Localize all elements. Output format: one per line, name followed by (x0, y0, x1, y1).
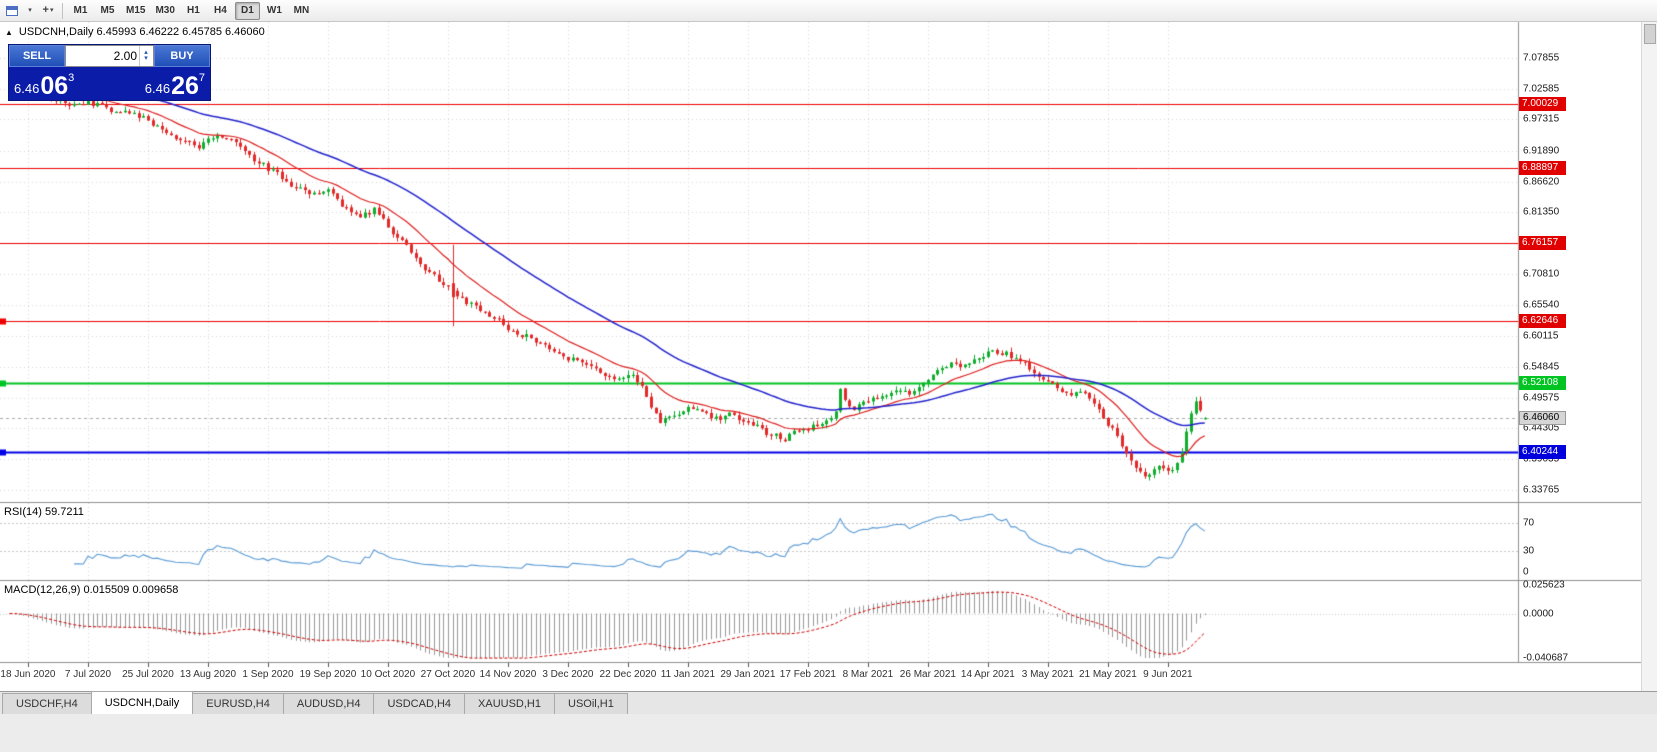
timeframe-h4[interactable]: H4 (214, 5, 227, 16)
macd-name: MACD(12,26,9) (4, 584, 81, 596)
timeframe-m5[interactable]: M5 (100, 5, 115, 16)
date-axis-label: 19 Sep 2020 (299, 669, 357, 680)
macd-label: MACD(12,26,9) 0.015509 0.009658 (4, 584, 178, 596)
date-axis-label: 25 Jul 2020 (122, 669, 174, 680)
chart-title-row: ▲ USDCNH,Daily 6.45993 6.46222 6.45785 6… (5, 26, 265, 38)
volume-spinner[interactable]: ▴ ▾ (139, 46, 152, 66)
timeframe-m1[interactable]: M1 (73, 5, 88, 16)
macd-main-value: 0.015509 (83, 584, 130, 596)
crosshair-icon: + (42, 4, 49, 16)
timeframe-d1[interactable]: D1 (234, 1, 260, 20)
chart-title: USDCNH,Daily 6.45993 6.46222 6.45785 6.4… (18, 26, 265, 38)
toolbar: ▾ + ▾ M1 M5 M15 M30 H1 H4 D1 W1 MN (0, 0, 1657, 22)
volume-field[interactable]: 2.00 ▴ ▾ (65, 45, 154, 67)
buy-price[interactable]: 6.46 26 7 (110, 67, 211, 100)
date-axis-label: 26 Mar 2021 (899, 669, 956, 680)
scrollbar-thumb[interactable] (1644, 24, 1656, 44)
status-area (0, 714, 1657, 752)
sell-price[interactable]: 6.46 06 3 (9, 67, 110, 100)
date-axis-label: 3 May 2021 (1021, 669, 1075, 680)
date-axis: 18 Jun 2020 7 Jul 2020 25 Jul 2020 13 Aug 2… (0, 663, 1518, 691)
spinner-up-icon[interactable]: ▴ (144, 49, 148, 56)
date-axis-label: 22 Dec 2020 (599, 669, 657, 680)
sell-price-big: 06 (40, 71, 69, 100)
buy-price-base: 6.46 (144, 81, 171, 96)
chart-tab-xauusd-h1[interactable]: XAUUSD,H1 (464, 693, 555, 714)
date-axis-label: 13 Aug 2020 (179, 669, 237, 680)
date-axis-label: 10 Oct 2020 (360, 669, 416, 680)
date-axis-label: 14 Apr 2021 (960, 669, 1015, 680)
toolbar-separator (62, 2, 63, 19)
chart-tab-usdcad-h4[interactable]: USDCAD,H4 (373, 693, 466, 714)
date-axis-label: 7 Jul 2020 (64, 669, 112, 680)
chevron-down-icon: ▾ (28, 7, 32, 14)
one-click-collapse-icon[interactable]: ▲ (5, 27, 13, 37)
macd-signal-value: 0.009658 (132, 584, 179, 596)
timeframe-mn[interactable]: MN (293, 5, 310, 16)
chart-tab-audusd-h4[interactable]: AUDUSD,H4 (282, 693, 375, 714)
sell-button[interactable]: SELL (9, 45, 65, 67)
date-axis-label: 3 Dec 2020 (542, 669, 594, 680)
buy-button[interactable]: BUY (154, 45, 210, 67)
vertical-scrollbar[interactable] (1641, 22, 1657, 691)
volume-value: 2.00 (113, 49, 137, 63)
rsi-value: 59.7211 (44, 506, 84, 518)
buy-price-big: 26 (171, 71, 199, 100)
date-axis-label: 1 Sep 2020 (242, 669, 294, 680)
date-axis-label: 29 Jan 2021 (720, 669, 776, 680)
date-axis-label: 8 Mar 2021 (842, 669, 894, 680)
rsi-label: RSI(14) 59.7211 (4, 506, 84, 518)
chart-tab-usdcnh-daily[interactable]: USDCNH,Daily (90, 691, 194, 714)
date-axis-label: 18 Jun 2020 (0, 669, 56, 680)
timeframe-w1[interactable]: W1 (266, 5, 282, 16)
chart-tab-usdchf-h4[interactable]: USDCHF,H4 (2, 693, 92, 714)
new-chart-button[interactable] (3, 2, 21, 20)
date-axis-label: 27 Oct 2020 (420, 669, 476, 680)
chevron-down-icon: ▾ (49, 7, 54, 14)
timeframe-group: M1 M5 M15 M30 H1 H4 D1 W1 MN (68, 1, 314, 20)
date-axis-label: 14 Nov 2020 (479, 669, 537, 680)
rsi-name: RSI(14) (4, 506, 42, 518)
chart-tab-usoil-h1[interactable]: USOil,H1 (554, 693, 628, 714)
buy-price-sup: 7 (198, 72, 205, 84)
chart-tab-eurusd-h4[interactable]: EURUSD,H4 (192, 693, 284, 714)
chart-tabs-bar: USDCHF,H4 USDCNH,Daily EURUSD,H4 AUDUSD,H4 U… (0, 691, 1657, 714)
timeframe-h1[interactable]: H1 (187, 5, 200, 16)
date-axis-label: 17 Feb 2021 (779, 669, 836, 680)
timeframe-m15[interactable]: M15 (126, 5, 146, 16)
timeframe-m30[interactable]: M30 (155, 5, 175, 16)
one-click-trade-panel: SELL 2.00 ▴ ▾ BUY 6.46 06 3 6.46 26 7 (8, 44, 211, 101)
spinner-down-icon[interactable]: ▾ (144, 55, 148, 62)
sell-price-base: 6.46 (14, 81, 40, 96)
date-axis-label: 11 Jan 2021 (660, 669, 716, 680)
date-axis-label: 9 Jun 2021 (1143, 669, 1193, 680)
sell-price-sup: 3 (68, 72, 75, 84)
chart-type-dropdown-button[interactable]: ▾ (21, 2, 39, 20)
crosshair-tool-button[interactable]: + ▾ (39, 2, 57, 20)
chart-window-icon (6, 5, 18, 16)
date-axis-label: 21 May 2021 (1078, 669, 1137, 680)
